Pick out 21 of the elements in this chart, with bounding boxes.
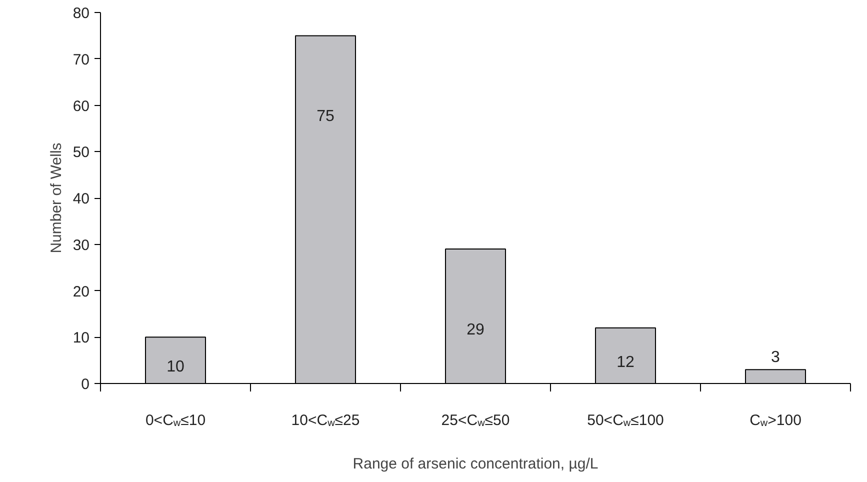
y-tick-label: 80 (72, 5, 90, 22)
y-axis-title: Number of Wells (48, 142, 65, 254)
x-tick-label: 0<Cw≤10 (145, 412, 206, 430)
x-tick-label: 10<Cw≤25 (291, 412, 360, 430)
data-label: 29 (466, 321, 484, 338)
x-tick-label: 50<Cw≤100 (587, 412, 664, 430)
y-tick-label: 30 (72, 236, 90, 254)
y-tick-label: 60 (72, 98, 90, 115)
data-label: 10 (166, 358, 184, 376)
data-label: 75 (316, 108, 334, 126)
x-tick-label: 25<Cw≤50 (441, 412, 510, 430)
y-tick-label: 10 (72, 330, 90, 347)
y-tick-label: 20 (72, 283, 90, 300)
data-label: 3 (771, 349, 780, 366)
y-tick-label: 50 (72, 144, 90, 162)
x-axis-title: Range of arsenic concentration, µg/L (352, 456, 598, 472)
x-tick-label: Cw>100 (750, 412, 802, 430)
y-tick-label: 70 (72, 51, 90, 68)
y-tick-label: 0 (81, 376, 90, 393)
y-tick-label: 40 (72, 190, 90, 208)
data-label: 12 (616, 354, 634, 371)
